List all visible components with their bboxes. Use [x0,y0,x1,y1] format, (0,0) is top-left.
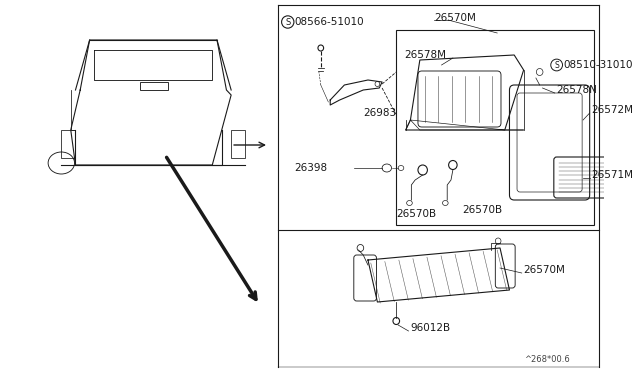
Text: 26983: 26983 [364,108,396,118]
Text: 26578N: 26578N [557,85,598,95]
Text: 08510-31010: 08510-31010 [563,60,633,70]
Text: 26578M: 26578M [404,50,446,60]
Text: 26570M: 26570M [524,265,566,275]
Text: 26571M: 26571M [591,170,634,180]
Bar [61,130,76,158]
Bar [140,82,168,90]
Text: 26570M: 26570M [434,13,476,23]
Text: 26570B: 26570B [462,205,502,215]
Text: 26572M: 26572M [591,105,634,115]
Text: 26570B: 26570B [396,209,436,219]
Text: ^268*00.6: ^268*00.6 [524,356,570,365]
Bar [396,30,595,225]
Bar [231,130,245,158]
Text: S: S [554,61,559,70]
Text: 08566-51010: 08566-51010 [294,17,364,27]
Text: 96012B: 96012B [410,323,451,333]
Text: S: S [285,17,291,26]
Text: 26398: 26398 [294,163,328,173]
